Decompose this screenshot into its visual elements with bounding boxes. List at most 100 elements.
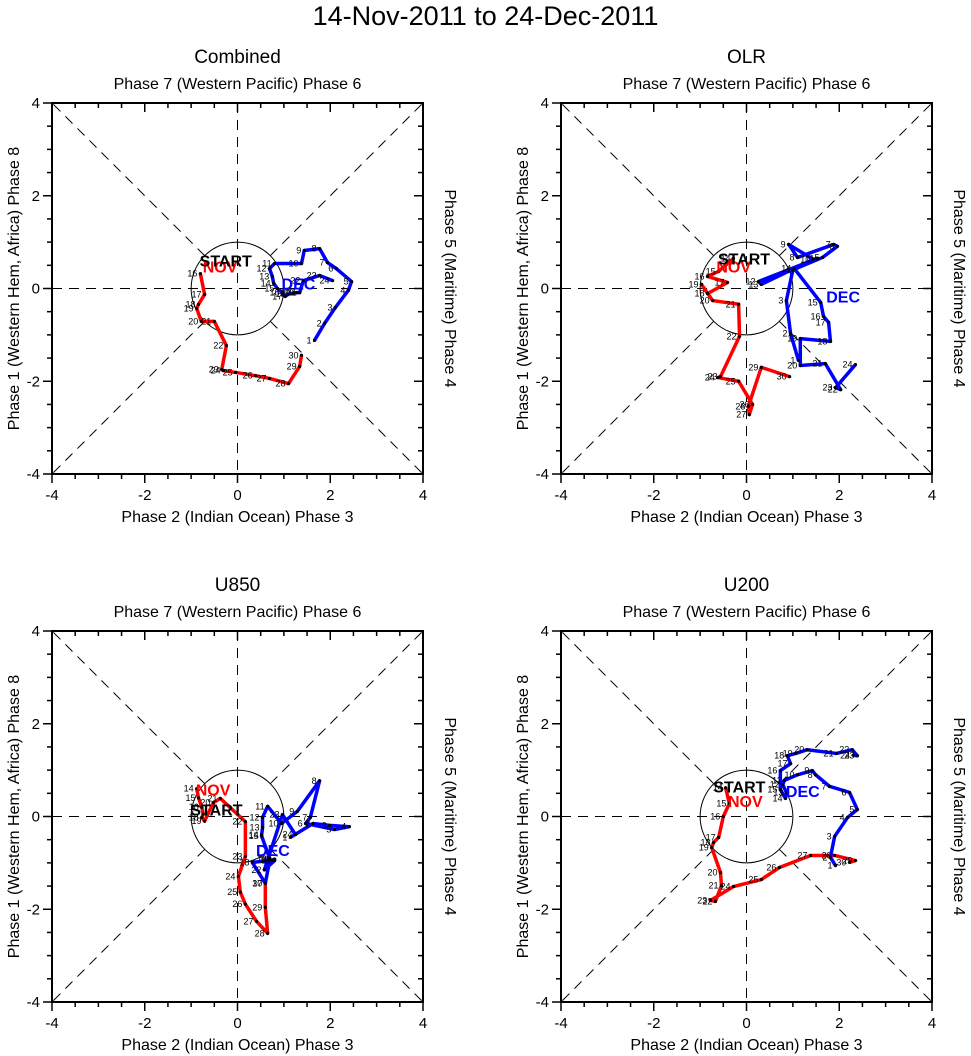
- y-tick-label: 4: [32, 623, 40, 640]
- top-axis-label: Phase 7 (Western Pacific) Phase 6: [114, 604, 362, 621]
- day-label: 19: [280, 288, 290, 298]
- x-axis-label: Phase 2 (Indian Ocean) Phase 3: [630, 509, 862, 526]
- day-label: 22: [828, 385, 838, 395]
- y-tick-label: 0: [32, 809, 40, 826]
- day-label: 30: [288, 350, 298, 360]
- day-marker: [832, 242, 836, 247]
- y-tick-label: -2: [27, 901, 40, 918]
- x-tick-label: 4: [419, 1015, 427, 1032]
- day-label: 14: [713, 783, 723, 793]
- day-label: 9: [804, 766, 809, 776]
- day-marker: [737, 334, 742, 338]
- day-marker: [827, 784, 832, 788]
- day-label: 7: [821, 781, 826, 791]
- y-tick-label: 4: [32, 95, 40, 112]
- day-marker: [718, 375, 723, 379]
- day-label: 20: [708, 868, 718, 878]
- day-marker: [308, 815, 312, 820]
- day-marker: [272, 281, 276, 285]
- day-label: 11: [772, 775, 781, 785]
- day-marker: [826, 320, 831, 324]
- day-marker: [778, 768, 782, 773]
- y-tick-label: 0: [541, 281, 549, 298]
- day-marker: [788, 331, 793, 336]
- panel-olr: OLR Phase 7 (Western Pacific) Phase 6 Phas…: [515, 47, 967, 526]
- y-tick-label: 2: [32, 716, 40, 733]
- day-marker: [756, 279, 761, 284]
- x-tick-label: 2: [326, 1015, 334, 1032]
- day-label: 18: [186, 299, 196, 309]
- day-label: 11: [255, 801, 264, 811]
- day-label: 21: [207, 793, 217, 803]
- day-label: 5: [849, 805, 854, 815]
- day-label: 14: [184, 784, 194, 794]
- x-tick-label: 2: [326, 487, 334, 504]
- diagonal-guide: [778, 320, 933, 475]
- diagonal-guide: [51, 848, 206, 1003]
- panel-u850: U850 Phase 7 (Western Pacific) Phase 6 Pha…: [6, 575, 458, 1054]
- day-marker: [236, 874, 241, 878]
- month-label-nov: NOV: [203, 259, 238, 276]
- day-label: 21: [287, 288, 297, 298]
- day-label: 22: [251, 865, 261, 875]
- day-marker: [724, 786, 728, 790]
- y-tick-label: 2: [541, 716, 549, 733]
- day-label: 11: [805, 253, 814, 263]
- day-label: 24: [211, 366, 221, 376]
- day-label: 1: [306, 335, 311, 345]
- day-label: 23: [269, 810, 279, 820]
- day-marker: [280, 291, 285, 295]
- day-label: 2: [783, 328, 788, 338]
- day-label: 1: [790, 355, 795, 365]
- day-label: 13: [259, 271, 269, 281]
- day-label: 6: [841, 787, 846, 797]
- day-label: 6: [328, 264, 333, 274]
- y-tick-label: 4: [541, 95, 549, 112]
- y-axis-label: Phase 1 (Western Hem, Africa) Phase 8: [515, 675, 532, 958]
- day-marker: [221, 368, 226, 373]
- day-label: 21: [201, 316, 211, 326]
- day-label: 27: [736, 410, 746, 420]
- day-label: 23: [708, 372, 718, 382]
- day-marker: [301, 279, 305, 283]
- day-marker: [805, 748, 809, 752]
- day-marker: [719, 883, 724, 888]
- day-label: 10: [784, 770, 794, 780]
- day-label: 16: [257, 854, 267, 864]
- day-label: 3: [322, 820, 327, 830]
- x-tick-label: -2: [138, 1015, 151, 1032]
- day-marker: [304, 821, 308, 826]
- day-label: 21: [262, 856, 272, 866]
- day-label: 4: [341, 822, 346, 832]
- y-axis-label: Phase 1 (Western Hem, Africa) Phase 8: [515, 147, 532, 430]
- y-tick-label: 0: [32, 281, 40, 298]
- day-marker: [280, 813, 285, 817]
- day-label: 14: [249, 830, 259, 840]
- day-marker: [286, 381, 291, 386]
- day-label: 21: [812, 359, 822, 369]
- diagonal-guide: [51, 102, 206, 257]
- month-label-dec: DEC: [282, 276, 316, 293]
- day-label: 13: [250, 823, 260, 833]
- day-label: 18: [695, 289, 705, 299]
- panel-title: Combined: [194, 47, 281, 68]
- day-label: 25: [223, 367, 233, 377]
- day-label: 9: [296, 245, 301, 255]
- top-axis-label: Phase 7 (Western Pacific) Phase 6: [623, 76, 871, 93]
- day-marker: [328, 823, 332, 827]
- day-label: 14: [261, 278, 271, 288]
- day-marker: [834, 751, 839, 756]
- day-marker: [196, 796, 201, 800]
- day-label: 14: [781, 264, 791, 274]
- day-marker: [288, 835, 292, 839]
- day-label: 10: [288, 258, 298, 268]
- day-label: 18: [774, 751, 784, 761]
- day-label: 12: [250, 812, 260, 822]
- y-tick-label: 0: [541, 809, 549, 826]
- day-label: 14: [772, 793, 782, 803]
- day-label: 15: [186, 793, 196, 803]
- day-label: 15: [716, 799, 726, 809]
- day-label: 21: [708, 881, 718, 891]
- day-label: 26: [766, 863, 776, 873]
